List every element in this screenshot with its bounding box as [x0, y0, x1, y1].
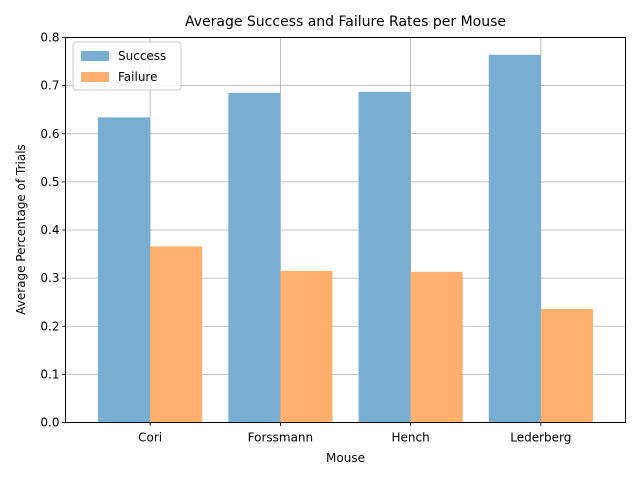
bar-success: [98, 117, 151, 423]
x-axis-label: Mouse: [326, 451, 365, 465]
y-axis-label: Average Percentage of Trials: [14, 144, 28, 315]
y-tick-label: 0.0: [40, 416, 59, 430]
x-tick-label: Cori: [138, 431, 162, 445]
chart-title: Average Success and Failure Rates per Mo…: [185, 14, 506, 30]
bar-success: [488, 54, 541, 423]
y-tick-label: 0.3: [40, 271, 59, 285]
x-tick-label: Hench: [392, 431, 430, 445]
y-tick-label: 0.6: [40, 127, 59, 141]
x-tick-label: Forssmann: [248, 431, 314, 445]
y-tick-label: 0.1: [40, 367, 59, 381]
bar-success: [358, 91, 411, 423]
legend-swatch-failure: [81, 72, 109, 82]
bar-failure: [540, 308, 593, 423]
y-tick-label: 0.8: [40, 31, 59, 45]
legend-label-failure: Failure: [118, 70, 157, 84]
legend: Success Failure: [72, 41, 182, 91]
bar-failure: [280, 270, 333, 423]
bar-failure: [410, 271, 463, 423]
y-tick-label: 0.4: [40, 223, 59, 237]
y-tick-label: 0.2: [40, 319, 59, 333]
x-tick-label: Lederberg: [510, 431, 571, 445]
bar-success: [228, 92, 281, 423]
legend-swatch-success: [81, 51, 109, 61]
ticks-layer: 0.0 0.1 0.2 0.3 0.4 0.5 0.6 0.7 0.8 Cori Forssmann…: [40, 31, 571, 445]
legend-label-success: Success: [118, 49, 166, 63]
y-tick-label: 0.5: [40, 175, 59, 189]
bars-layer: [98, 54, 593, 423]
bar-failure: [150, 246, 203, 423]
y-tick-label: 0.7: [40, 79, 59, 93]
